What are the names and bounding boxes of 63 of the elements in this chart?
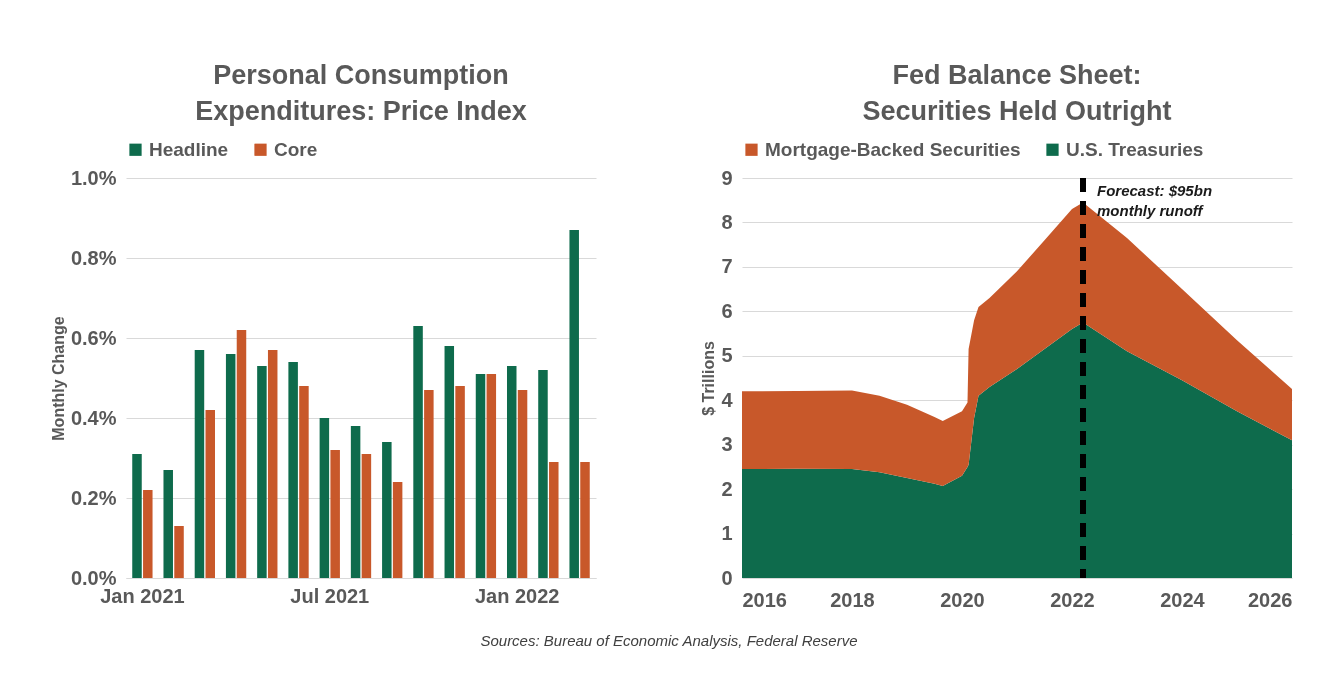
bar (507, 366, 517, 578)
legend-label: Mortgage-Backed Securities (765, 138, 1021, 160)
bar (205, 410, 215, 578)
chart-title: Fed Balance Sheet: Securities Held Outright (862, 60, 1172, 126)
x-tick-label: 2022 (1050, 588, 1095, 611)
y-tick-label: 0.4% (70, 406, 117, 429)
legend-label: Headline (149, 138, 229, 160)
x-tick-label: Jul 2021 (290, 584, 370, 607)
bar (236, 330, 247, 578)
y-tick-label: 1.0% (70, 166, 117, 189)
x-tick-label: 2018 (830, 588, 875, 611)
y-tick-label: 6 (721, 299, 733, 322)
bar (319, 418, 330, 578)
y-tick-label: 0.6% (70, 326, 117, 349)
annotation: Forecast: $95bn monthly runoff (1097, 182, 1213, 219)
y-tick-label: 1 (721, 522, 733, 545)
bar (486, 374, 497, 578)
bar (569, 230, 579, 578)
bar (444, 346, 455, 578)
bar (361, 454, 372, 578)
y-tick-label: 0 (721, 566, 733, 589)
y-tick-label: 0.2% (70, 486, 117, 509)
x-tick-label: 2020 (940, 588, 985, 611)
y-tick-label: 0.8% (70, 246, 117, 269)
bar (424, 390, 434, 578)
y-tick-label: 5 (721, 344, 733, 367)
bar (350, 426, 361, 578)
y-tick-label: 9 (721, 166, 733, 189)
bar (174, 526, 184, 578)
chart-title: Personal Consumption Expenditures: Price Index (195, 60, 527, 126)
x-tick-label: 2026 (1248, 588, 1293, 611)
x-tick-label: Jan 2022 (474, 584, 560, 607)
bar (549, 462, 559, 578)
bar (194, 350, 205, 578)
source-note: Sources: Bureau of Economic Analysis, Federal Reserve (479, 632, 859, 649)
y-tick-label: 7 (721, 255, 733, 278)
x-tick-label: 2016 (742, 588, 787, 611)
bar (538, 370, 548, 578)
bar (475, 374, 486, 578)
bar (267, 350, 278, 578)
y-axis-title: $ Trillions (700, 341, 718, 416)
bar (413, 326, 423, 578)
x-tick-label: 2024 (1160, 588, 1206, 611)
bar (517, 390, 528, 578)
y-tick-label: 4 (721, 388, 734, 411)
bar (225, 354, 236, 578)
bar (382, 442, 392, 578)
bar (288, 362, 298, 578)
legend-label: U.S. Treasuries (1066, 138, 1204, 160)
bar (330, 450, 340, 578)
bar (143, 490, 153, 578)
bar (257, 366, 267, 578)
y-axis-title: Monthly Change (49, 316, 67, 441)
bar (299, 386, 309, 578)
y-tick-label: 8 (721, 210, 733, 233)
bar (580, 462, 590, 578)
bar (132, 454, 142, 578)
bar (455, 386, 465, 578)
bar (392, 482, 403, 578)
y-tick-label: 3 (721, 433, 733, 456)
y-tick-label: 2 (721, 477, 733, 500)
bar (163, 470, 173, 578)
legend-label: Core (274, 138, 318, 160)
